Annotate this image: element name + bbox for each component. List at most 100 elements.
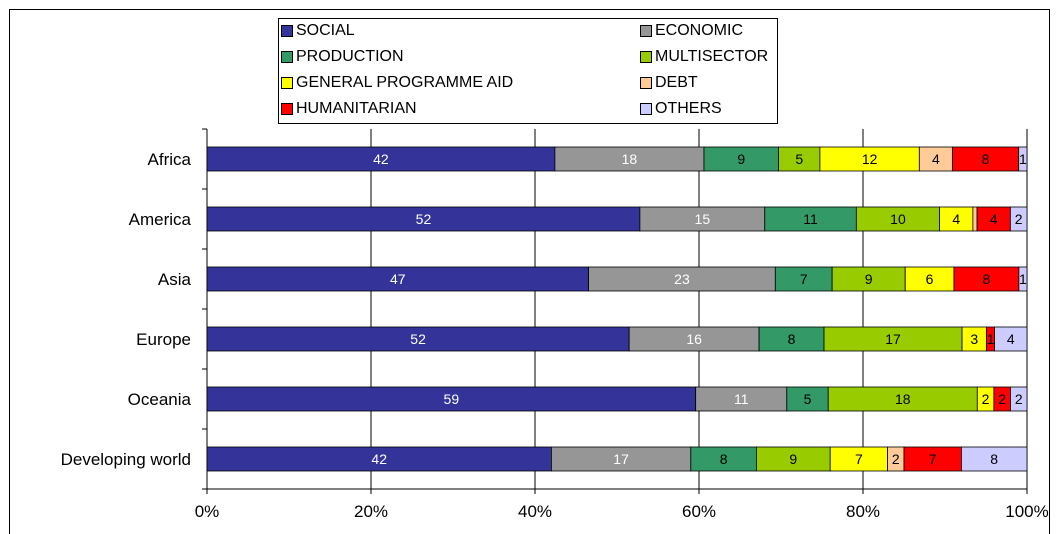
bar-segment bbox=[961, 446, 1028, 472]
data-label: 15 bbox=[695, 211, 711, 227]
data-label: 8 bbox=[720, 451, 728, 467]
bar-segment bbox=[588, 266, 776, 292]
bar-segment bbox=[206, 146, 556, 172]
legend-swatch bbox=[640, 25, 652, 37]
data-label: 3 bbox=[970, 331, 978, 347]
tick-label: 0% bbox=[195, 502, 220, 521]
data-label: 17 bbox=[885, 331, 901, 347]
bar-segment bbox=[823, 326, 963, 352]
data-label: 5 bbox=[804, 391, 812, 407]
data-label: 2 bbox=[998, 391, 1006, 407]
legend-swatch bbox=[281, 103, 293, 115]
bar-segment bbox=[972, 206, 978, 232]
bar-segment bbox=[953, 266, 1020, 292]
data-label: 42 bbox=[373, 151, 389, 167]
legend-item-debt: DEBT bbox=[640, 73, 698, 93]
legend-item-multisector: MULTISECTOR bbox=[640, 47, 768, 67]
bar-segment bbox=[855, 206, 940, 232]
legend-swatch bbox=[281, 77, 293, 89]
data-label: 5 bbox=[795, 151, 803, 167]
tick-label: 80% bbox=[846, 502, 880, 521]
category-label: Developing world bbox=[61, 450, 191, 469]
bar-segment bbox=[827, 386, 978, 412]
bar-segment bbox=[918, 146, 953, 172]
data-label: 2 bbox=[892, 451, 900, 467]
bar-segment bbox=[551, 446, 692, 472]
data-label: 7 bbox=[855, 451, 863, 467]
legend-label: GENERAL PROGRAMME AID bbox=[296, 74, 514, 91]
data-label: 4 bbox=[1007, 331, 1015, 347]
category-label: America bbox=[129, 210, 192, 229]
data-label: 4 bbox=[952, 211, 960, 227]
bar-segment bbox=[939, 206, 974, 232]
legend-label: PRODUCTION bbox=[296, 48, 404, 65]
data-label: 18 bbox=[622, 151, 638, 167]
data-label: 1 bbox=[987, 331, 995, 347]
data-label: 2 bbox=[982, 391, 990, 407]
legend-swatch bbox=[640, 103, 652, 115]
bar-segment bbox=[1018, 266, 1028, 292]
data-label: 6 bbox=[926, 271, 934, 287]
bar-segment bbox=[695, 386, 788, 412]
legend-label: DEBT bbox=[655, 74, 698, 91]
legend-label: HUMANITARIAN bbox=[296, 100, 417, 117]
bar-segment bbox=[639, 206, 766, 232]
legend-item-economic: ECONOMIC bbox=[640, 21, 743, 41]
data-label: 52 bbox=[416, 211, 432, 227]
legend-label: SOCIAL bbox=[296, 22, 355, 39]
bar-segment bbox=[903, 446, 962, 472]
data-label: 59 bbox=[444, 391, 460, 407]
data-label: 16 bbox=[686, 331, 702, 347]
category-label: Africa bbox=[148, 150, 192, 169]
category-label: Europe bbox=[136, 330, 191, 349]
bar-segment bbox=[554, 146, 705, 172]
legend-label: MULTISECTOR bbox=[655, 48, 769, 65]
data-label: 23 bbox=[674, 271, 690, 287]
legend-item-social: SOCIAL bbox=[281, 21, 355, 41]
bar-segment bbox=[206, 386, 697, 412]
bar-segment bbox=[206, 326, 630, 352]
bar-segment bbox=[952, 146, 1020, 172]
tick-label: 60% bbox=[682, 502, 716, 521]
legend-item-others: OTHERS bbox=[640, 99, 722, 119]
data-label: 52 bbox=[410, 331, 426, 347]
data-label: 18 bbox=[895, 391, 911, 407]
data-label: 47 bbox=[390, 271, 406, 287]
category-label: Oceania bbox=[128, 390, 192, 409]
data-label: 4 bbox=[990, 211, 998, 227]
bar-segment bbox=[758, 326, 825, 352]
bar-segment bbox=[819, 146, 920, 172]
data-label: 11 bbox=[734, 391, 749, 407]
data-label: 8 bbox=[983, 271, 991, 287]
bar-segment bbox=[831, 266, 906, 292]
legend-swatch bbox=[281, 51, 293, 63]
data-label: 8 bbox=[990, 451, 998, 467]
tick-label: 40% bbox=[518, 502, 552, 521]
legend-item-general-programme-aid: GENERAL PROGRAMME AID bbox=[281, 73, 513, 93]
bar-segment bbox=[206, 206, 641, 232]
data-label: 11 bbox=[803, 211, 818, 227]
data-label: 8 bbox=[982, 151, 990, 167]
data-label: 42 bbox=[371, 451, 387, 467]
data-label: 10 bbox=[890, 211, 906, 227]
legend-label: ECONOMIC bbox=[655, 22, 743, 39]
bar-segment bbox=[994, 326, 1028, 352]
data-label: 17 bbox=[613, 451, 629, 467]
legend-item-humanitarian: HUMANITARIAN bbox=[281, 99, 417, 119]
bar-segment bbox=[703, 146, 779, 172]
legend-swatch bbox=[281, 25, 293, 37]
legend-item-production: PRODUCTION bbox=[281, 47, 404, 67]
data-label: 7 bbox=[929, 451, 937, 467]
legend: SOCIAL ECONOMIC PRODUCTION MULTISECTOR G… bbox=[278, 18, 778, 124]
data-label: 4 bbox=[932, 151, 940, 167]
category-label: Asia bbox=[158, 270, 192, 289]
data-label: 8 bbox=[788, 331, 796, 347]
data-label: 7 bbox=[800, 271, 808, 287]
bar-segment bbox=[756, 446, 831, 472]
bar-segment bbox=[1010, 386, 1028, 412]
legend-swatch bbox=[640, 77, 652, 89]
data-label: 9 bbox=[865, 271, 873, 287]
data-label: 2 bbox=[1015, 211, 1023, 227]
bar-segment bbox=[778, 146, 821, 172]
